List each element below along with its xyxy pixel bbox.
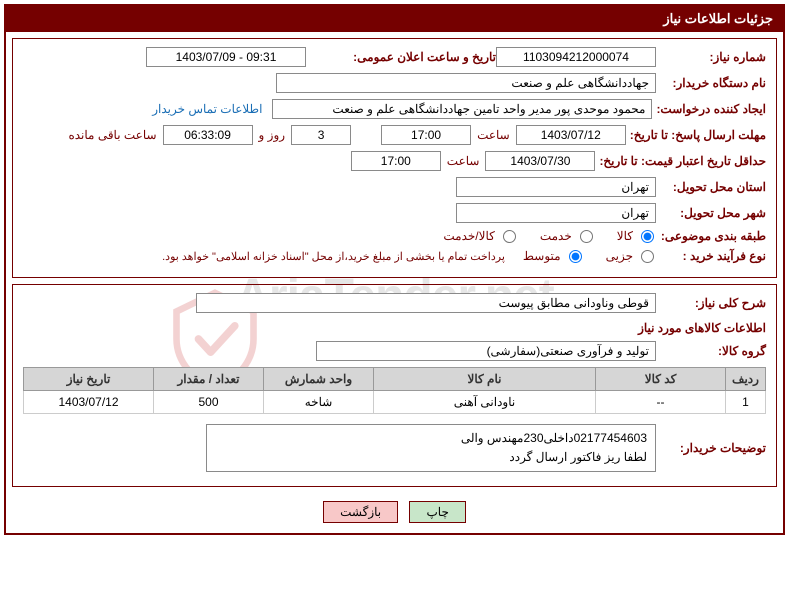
buyer-label: نام دستگاه خریدار: [656,76,766,90]
remaining-label: ساعت باقی مانده [68,128,156,142]
details-section: شرح کلی نیاز: قوطی وناودانی مطابق پیوست … [12,284,777,487]
row-validity: حداقل تاریخ اعتبار قیمت: تا تاریخ: 1403/… [23,151,766,171]
province-label: استان محل تحویل: [656,180,766,194]
time-label-2: ساعت [447,154,480,168]
desc-label: شرح کلی نیاز: [656,296,766,310]
radio-cat3[interactable] [503,230,516,243]
th-idx: ردیف [726,368,766,391]
category-radio-group: کالا خدمت کالا/خدمت [425,229,656,243]
row-desc: شرح کلی نیاز: قوطی وناودانی مطابق پیوست [23,293,766,313]
announce-field: 1403/07/09 - 09:31 [146,47,306,67]
radio-proc1-label: جزیی [606,249,633,263]
radio-cat2[interactable] [580,230,593,243]
goods-table: ردیف کد کالا نام کالا واحد شمارش تعداد /… [23,367,766,414]
info-section: شماره نیاز: 1103094212000074 تاریخ و ساع… [12,38,777,278]
table-row: 1 -- ناودانی آهنی شاخه 500 1403/07/12 [24,391,766,414]
row-process: نوع فرآیند خرید : جزیی متوسط پرداخت تمام… [23,249,766,263]
th-qty: تعداد / مقدار [154,368,264,391]
category-label: طبقه بندی موضوعی: [656,229,766,243]
requester-field: محمود موحدی پور مدیر واحد تامین جهاددانش… [272,99,652,119]
button-bar: چاپ بازگشت [12,493,777,527]
notes-field: 02177454603داخلی230مهندس والی لطفا ریز ف… [206,424,656,472]
days-field: 3 [291,125,351,145]
radio-proc2[interactable] [569,250,582,263]
row-province: استان محل تحویل: تهران [23,177,766,197]
req-no-field: 1103094212000074 [496,47,656,67]
notes-label: توضیحات خریدار: [656,441,766,455]
req-no-label: شماره نیاز: [656,50,766,64]
deadline-time-field: 17:00 [381,125,471,145]
deadline-label: مهلت ارسال پاسخ: تا تاریخ: [626,128,766,142]
print-button[interactable]: چاپ [409,501,465,523]
radio-proc2-label: متوسط [523,249,561,263]
td-date: 1403/07/12 [24,391,154,414]
th-unit: واحد شمارش [264,368,374,391]
td-idx: 1 [726,391,766,414]
group-label: گروه کالا: [656,344,766,358]
validity-time-field: 17:00 [351,151,441,171]
buyer-field: جهاددانشگاهی علم و صنعت [276,73,656,93]
province-field: تهران [456,177,656,197]
row-group: گروه کالا: تولید و فرآوری صنعتی(سفارشی) [23,341,766,361]
process-radio-group: جزیی متوسط [505,249,656,263]
row-notes: توضیحات خریدار: 02177454603داخلی230مهندس… [23,424,766,472]
td-name: ناودانی آهنی [374,391,596,414]
radio-proc1[interactable] [641,250,654,263]
title-bar: جزئیات اطلاعات نیاز [6,6,783,32]
time-label-1: ساعت [477,128,510,142]
radio-cat2-label: خدمت [540,229,572,243]
radio-cat1-label: کالا [617,229,633,243]
desc-field: قوطی وناودانی مطابق پیوست [196,293,656,313]
table-header-row: ردیف کد کالا نام کالا واحد شمارش تعداد /… [24,368,766,391]
content-area: شماره نیاز: 1103094212000074 تاریخ و ساع… [6,32,783,533]
countdown-field: 06:33:09 [163,125,253,145]
th-date: تاریخ نیاز [24,368,154,391]
radio-cat1[interactable] [641,230,654,243]
group-field: تولید و فرآوری صنعتی(سفارشی) [316,341,656,361]
city-label: شهر محل تحویل: [656,206,766,220]
requester-label: ایجاد کننده درخواست: [652,102,766,116]
th-code: کد کالا [596,368,726,391]
process-label: نوع فرآیند خرید : [656,249,766,263]
contact-link[interactable]: اطلاعات تماس خریدار [152,102,262,116]
row-deadline: مهلت ارسال پاسخ: تا تاریخ: 1403/07/12 سا… [23,125,766,145]
td-code: -- [596,391,726,414]
validity-label: حداقل تاریخ اعتبار قیمت: تا تاریخ: [595,154,766,168]
goods-header: اطلاعات کالاهای مورد نیاز [23,321,766,335]
row-requester: ایجاد کننده درخواست: محمود موحدی پور مدی… [23,99,766,119]
main-panel: جزئیات اطلاعات نیاز شماره نیاز: 11030942… [4,4,785,535]
th-name: نام کالا [374,368,596,391]
td-qty: 500 [154,391,264,414]
city-field: تهران [456,203,656,223]
row-city: شهر محل تحویل: تهران [23,203,766,223]
announce-label: تاریخ و ساعت اعلان عمومی: [326,50,496,64]
row-buyer: نام دستگاه خریدار: جهاددانشگاهی علم و صن… [23,73,766,93]
notes-line2: لطفا ریز فاکتور ارسال گردد [215,448,647,467]
notes-line1: 02177454603داخلی230مهندس والی [215,429,647,448]
validity-date-field: 1403/07/30 [485,151,595,171]
process-note: پرداخت تمام یا بخشی از مبلغ خرید،از محل … [162,250,505,263]
td-unit: شاخه [264,391,374,414]
radio-cat3-label: کالا/خدمت [443,229,494,243]
deadline-date-field: 1403/07/12 [516,125,626,145]
row-req-no: شماره نیاز: 1103094212000074 تاریخ و ساع… [23,47,766,67]
days-label: روز و [259,128,286,142]
row-category: طبقه بندی موضوعی: کالا خدمت کالا/خدمت [23,229,766,243]
back-button[interactable]: بازگشت [323,501,398,523]
